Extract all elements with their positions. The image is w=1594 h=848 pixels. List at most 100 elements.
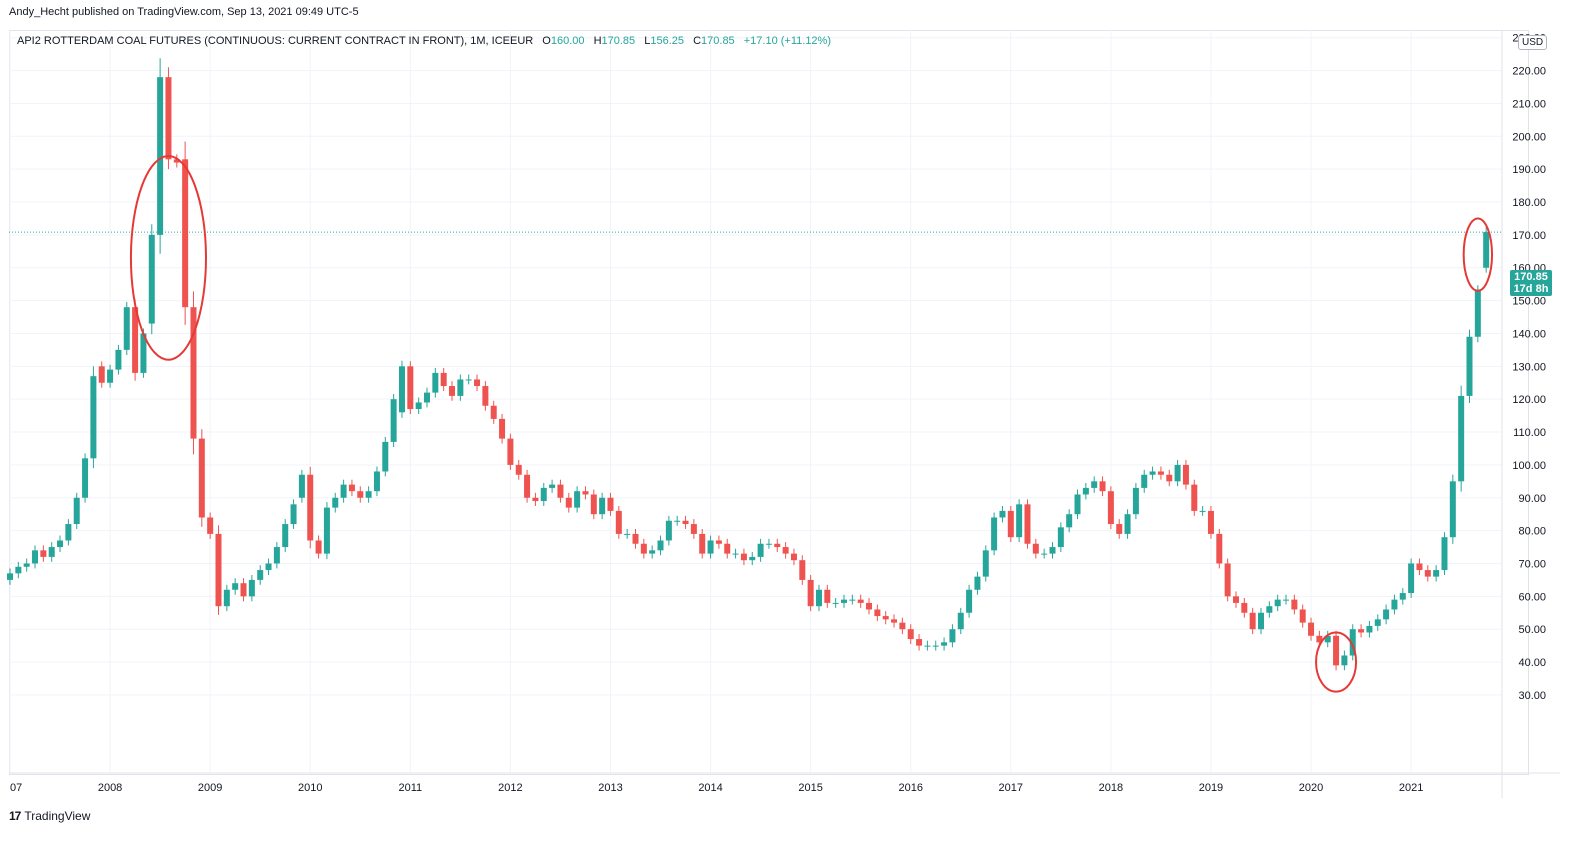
candle-up [1391, 599, 1398, 610]
candle-up [1324, 635, 1331, 643]
candle-down [348, 484, 355, 492]
x-axis: 07 2008 2009 2010 2011 2012 2013 2014 2015 2016 20… [10, 782, 1423, 794]
candle-up [732, 553, 739, 555]
candle-up [624, 533, 631, 535]
candle-up [1066, 514, 1073, 528]
candle-up [23, 563, 30, 567]
candle-down [882, 616, 889, 620]
candle-up [82, 458, 89, 498]
y-tick-label: 100.00 [1512, 460, 1546, 472]
candle-down [407, 366, 414, 410]
candle-down [582, 491, 589, 495]
candle-down [357, 491, 364, 498]
candle-down [1157, 471, 1164, 475]
candle-up [298, 474, 305, 498]
candle-up [73, 497, 80, 525]
candle-down [607, 497, 614, 511]
candle-up [1132, 487, 1139, 515]
candle-down [132, 307, 139, 373]
candle-up [140, 333, 147, 373]
candle-down [1099, 481, 1106, 492]
candle-up [665, 520, 672, 541]
low-label: L [644, 35, 651, 47]
candlestick-chart[interactable]: 30.00 40.00 50.00 60.00 70.00 80.00 90.00 100.0… [0, 0, 1594, 800]
x-tick-label: 2021 [1399, 782, 1423, 794]
publisher-line: Andy_Hecht published on TradingView.com,… [9, 6, 359, 18]
candle-down [782, 547, 789, 554]
footer-brand[interactable]: 17 TradingView [9, 809, 90, 823]
candle-up [1258, 612, 1264, 630]
candle-down [515, 464, 522, 475]
tradingview-wordmark: TradingView [24, 809, 91, 823]
candle-up [15, 566, 22, 574]
candle-up [1474, 290, 1481, 337]
candle-down [907, 629, 914, 640]
candle-up [290, 504, 297, 525]
y-tick-label: 120.00 [1512, 394, 1546, 406]
x-tick-label: 2015 [798, 782, 822, 794]
candle-down [1207, 510, 1214, 534]
candle-up [1383, 609, 1390, 620]
candle-up [1049, 547, 1056, 554]
candle-up [1016, 504, 1023, 538]
open-value: 160.00 [550, 35, 585, 47]
candle-up [649, 550, 656, 554]
x-tick-label: 2013 [598, 782, 622, 794]
candle-down [615, 510, 622, 534]
x-tick-label: 07 [10, 782, 22, 794]
y-tick-label: 50.00 [1518, 624, 1546, 636]
candle-up [232, 583, 239, 590]
symbol-legend: API2 ROTTERDAM COAL FUTURES (CONTINUOUS:… [17, 35, 831, 47]
candle-up [941, 642, 948, 646]
candle-up [1441, 537, 1448, 571]
candle-down [1241, 602, 1248, 613]
close-label: C [693, 35, 702, 47]
y-tick-label: 200.00 [1512, 131, 1546, 143]
candle-up [248, 579, 255, 597]
candle-up [957, 612, 964, 630]
x-tick-label: 2014 [698, 782, 722, 794]
change-value: +17.10 (+11.12%) [743, 35, 831, 47]
candle-down [866, 602, 873, 610]
candle-up [765, 543, 772, 545]
candle-up [1366, 625, 1373, 633]
candle-down [1249, 612, 1256, 630]
y-tick-label: 150.00 [1512, 296, 1546, 308]
candle-up [373, 471, 380, 492]
candle-down [740, 553, 747, 561]
candle-down [1032, 543, 1039, 554]
candle-down [182, 159, 189, 308]
candle-up [465, 379, 472, 381]
annotations [129, 155, 1494, 693]
candle-up [1091, 481, 1098, 488]
candle-down [524, 474, 531, 498]
candle-down [916, 639, 923, 646]
last-price-value: 170.85 [1514, 271, 1548, 283]
candle-down [724, 543, 731, 554]
currency-button[interactable]: USD [1518, 35, 1548, 50]
candle-up [707, 540, 714, 554]
candle-down [1007, 510, 1014, 538]
y-tick-label: 90.00 [1518, 493, 1546, 505]
candle-down [874, 609, 881, 617]
candle-down [557, 484, 564, 498]
candle-up [1408, 563, 1415, 594]
candle-up [1174, 464, 1181, 482]
candle-up [48, 547, 55, 557]
candle-down [891, 619, 898, 623]
candle-down [1224, 563, 1231, 597]
candle-up [457, 379, 464, 396]
candle-down [799, 560, 806, 580]
candle-up [991, 517, 998, 551]
grid-lines [9, 30, 1560, 798]
candle-down [198, 438, 205, 518]
candle-up [1124, 514, 1131, 534]
y-tick-label: 220.00 [1512, 66, 1546, 78]
candle-down [899, 622, 906, 630]
candle-down [690, 524, 697, 534]
x-tick-label: 2019 [1199, 782, 1223, 794]
candle-down [1116, 524, 1123, 534]
y-tick-label: 210.00 [1512, 98, 1546, 110]
candle-up [1483, 232, 1490, 268]
candle-down [315, 540, 322, 554]
